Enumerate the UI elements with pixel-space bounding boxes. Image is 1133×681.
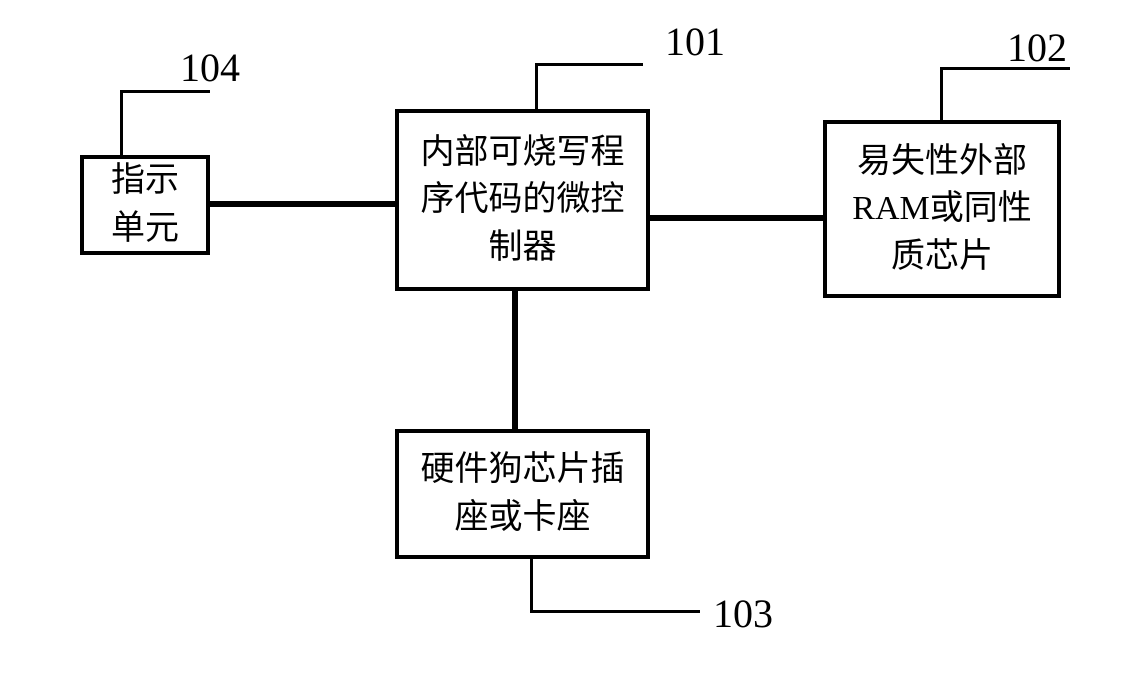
ref-label-102: 102 <box>1007 24 1067 71</box>
node-label: 硬件狗芯片插 座或卡座 <box>413 438 633 549</box>
node-microcontroller: 内部可烧写程 序代码的微控 制器 <box>395 109 650 291</box>
node-indicator-unit: 指示 单元 <box>80 155 210 255</box>
ref-label-104: 104 <box>180 44 240 91</box>
block-diagram: 指示 单元 内部可烧写程 序代码的微控 制器 易失性外部 RAM或同性 质芯片 … <box>0 0 1133 681</box>
node-ram-chip: 易失性外部 RAM或同性 质芯片 <box>823 120 1061 298</box>
node-label: 易失性外部 RAM或同性 质芯片 <box>844 130 1039 289</box>
leader-103-v <box>530 559 533 613</box>
edge-101-to-102 <box>650 215 823 221</box>
node-label: 内部可烧写程 序代码的微控 制器 <box>413 121 633 280</box>
leader-104-h <box>120 90 210 93</box>
ref-label-103: 103 <box>713 590 773 637</box>
leader-101-h <box>535 63 643 66</box>
node-hardware-dongle-socket: 硬件狗芯片插 座或卡座 <box>395 429 650 559</box>
leader-101-v <box>535 63 538 109</box>
leader-102-h <box>940 67 1070 70</box>
node-label: 指示 单元 <box>103 149 187 260</box>
leader-103-h <box>530 610 700 613</box>
edge-104-to-101 <box>210 201 395 207</box>
edge-101-to-103 <box>512 291 518 429</box>
ref-label-101: 101 <box>665 18 725 65</box>
leader-104-v <box>120 90 123 155</box>
leader-102-v <box>940 67 943 120</box>
